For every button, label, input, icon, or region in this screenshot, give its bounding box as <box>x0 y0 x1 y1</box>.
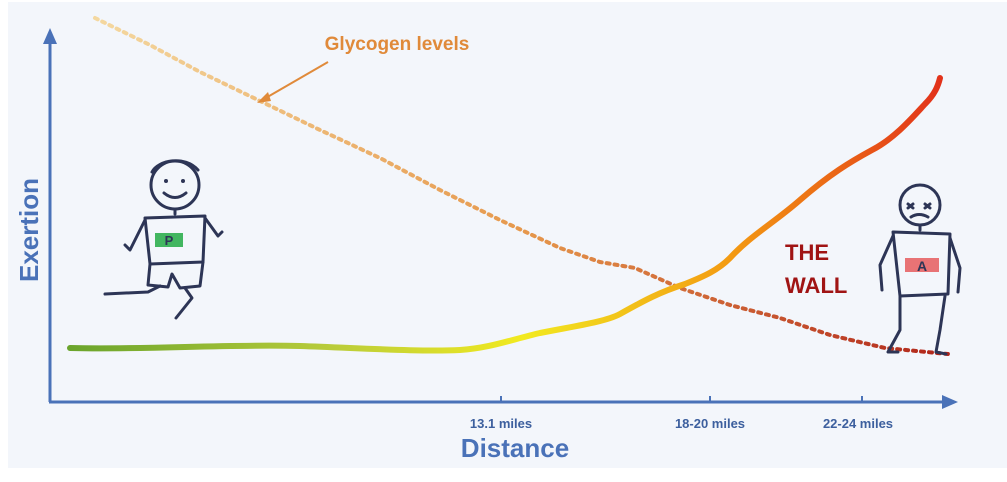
x-axis-arrow <box>942 395 958 409</box>
glycogen-curve <box>93 16 950 356</box>
y-axis-label: Exertion <box>14 178 44 282</box>
exhausted-runner-figure: A <box>878 183 962 356</box>
the-wall-label-line2: WALL <box>785 273 847 298</box>
exhausted-runner-bib: A <box>917 258 927 274</box>
happy-runner-bib: P <box>165 233 174 248</box>
tick-label-13-1-miles: 13.1 miles <box>470 416 532 431</box>
happy-runner-figure: P <box>103 159 224 320</box>
glycogen-levels-label: Glycogen levels <box>325 34 470 55</box>
exertion-curve <box>67 75 943 354</box>
annotation-arrow <box>257 61 329 103</box>
tick-label-18-20-miles: 18-20 miles <box>675 416 745 431</box>
x-axis-label: Distance <box>461 433 569 463</box>
tick-label-22-24-miles: 22-24 miles <box>823 416 893 431</box>
the-wall-label-line1: THE <box>785 240 829 265</box>
y-axis-arrow <box>43 28 57 44</box>
axes <box>43 28 958 409</box>
